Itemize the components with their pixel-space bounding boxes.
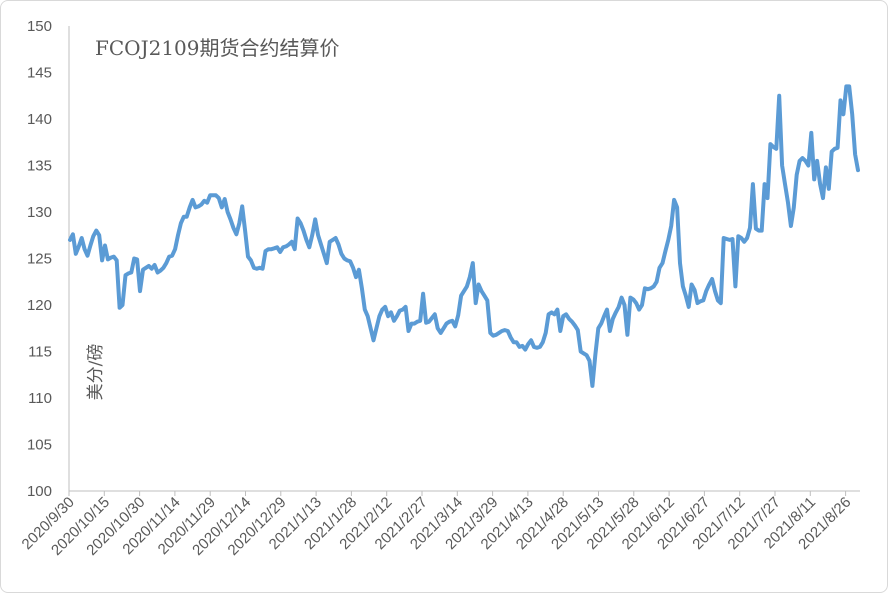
y-tick-label: 120 bbox=[27, 297, 52, 314]
y-tick-label: 135 bbox=[27, 158, 52, 175]
chart-title: FCOJ2109期货合约结算价 bbox=[95, 36, 340, 60]
series-line bbox=[68, 84, 860, 388]
y-tick-label: 125 bbox=[27, 251, 52, 268]
y-tick-label: 140 bbox=[27, 111, 52, 128]
y-axis-label: 美分/磅 bbox=[86, 344, 106, 401]
x-axis: 2020/9/302020/10/152020/10/302020/11/142… bbox=[19, 490, 860, 559]
y-tick-label: 100 bbox=[27, 483, 52, 500]
y-tick-label: 145 bbox=[27, 65, 52, 82]
y-tick-label: 105 bbox=[27, 437, 52, 454]
y-tick-label: 115 bbox=[28, 344, 52, 361]
y-tick-label: 130 bbox=[27, 204, 52, 221]
y-tick-label: 110 bbox=[28, 390, 52, 407]
y-tick-label: 150 bbox=[27, 18, 52, 35]
plot-area bbox=[68, 84, 860, 388]
y-axis: 100 105 110 115 120 125 130 135 140 145 150 bbox=[27, 18, 70, 500]
